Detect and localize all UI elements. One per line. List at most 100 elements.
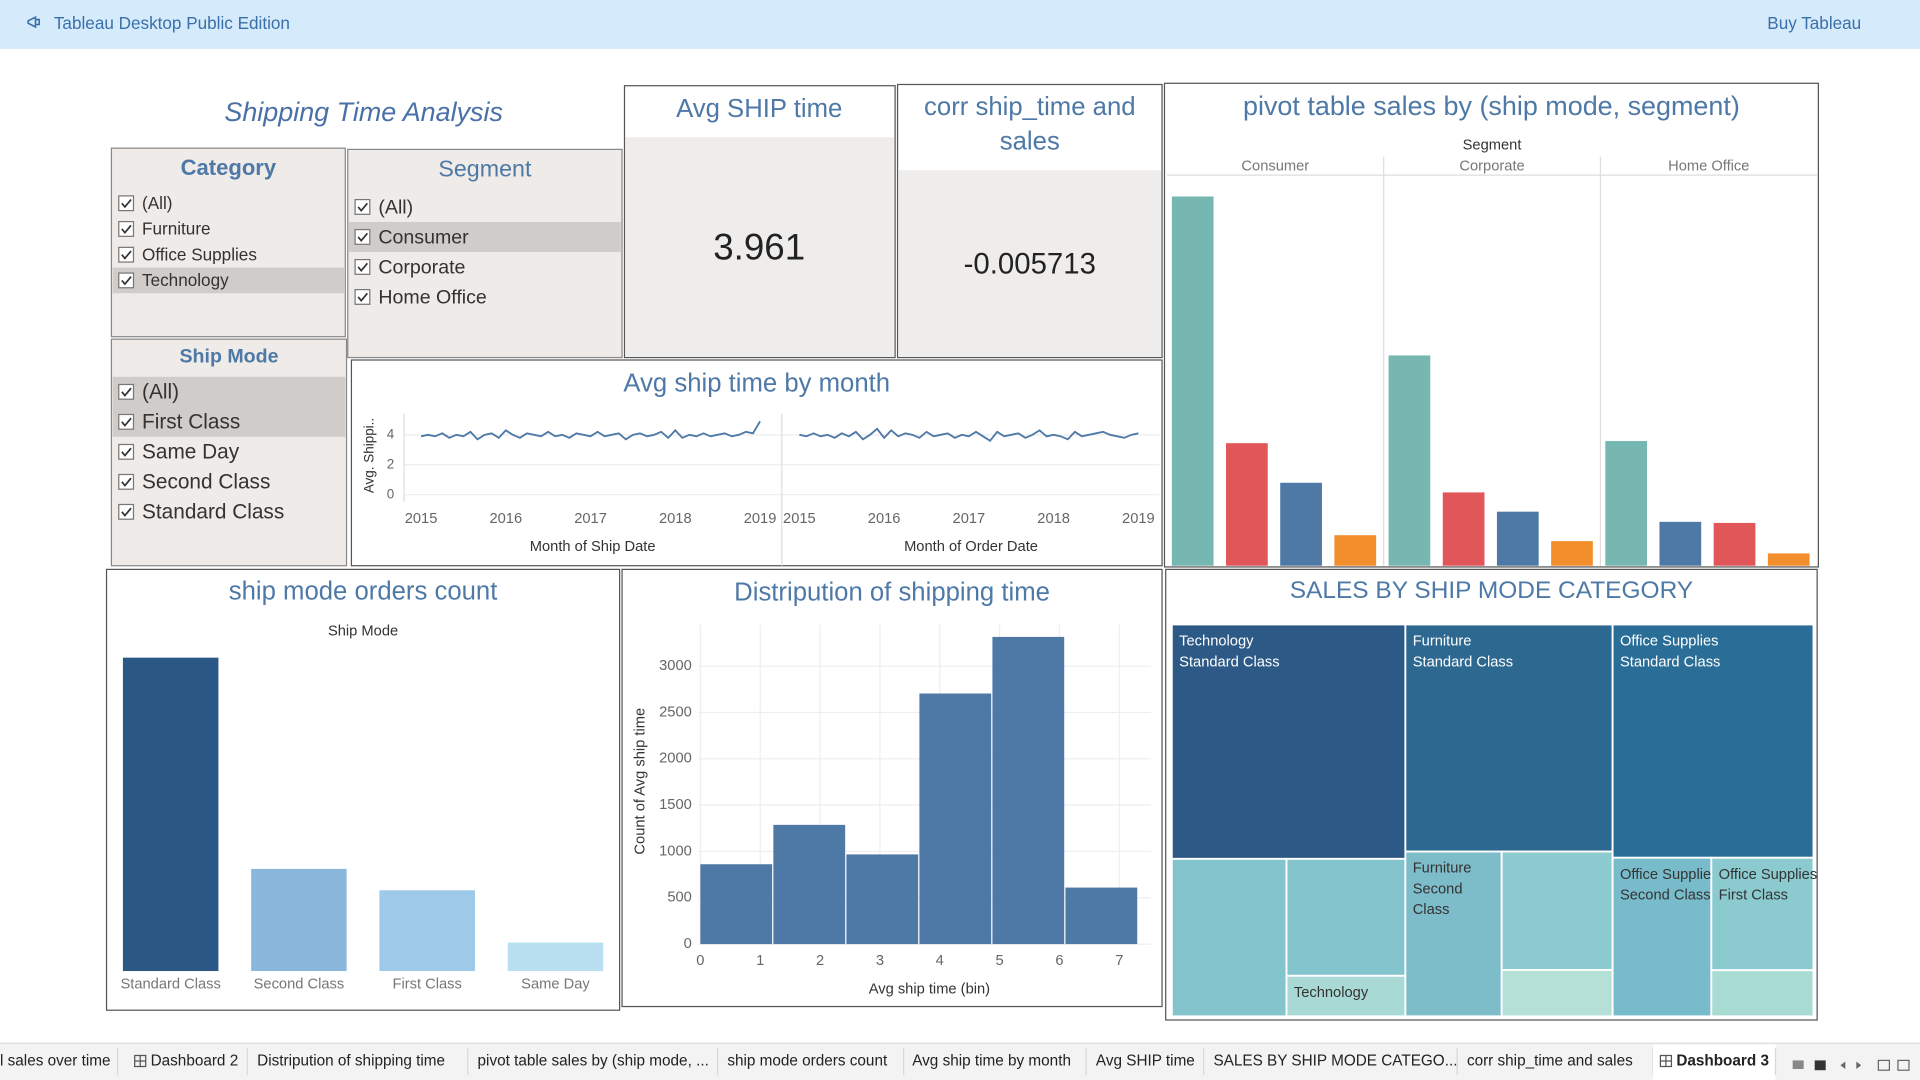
tab[interactable]: Dashboard 2 xyxy=(151,1053,239,1070)
checkmark xyxy=(121,507,132,517)
tab[interactable]: l sales over time xyxy=(0,1053,111,1070)
treemap-label: Class xyxy=(1413,902,1450,918)
filter-item[interactable]: Furniture xyxy=(142,219,211,239)
treemap-label: Second xyxy=(1413,881,1463,897)
filter-item[interactable]: First Class xyxy=(142,411,240,434)
x-tick-label: 1 xyxy=(756,953,764,969)
checkbox[interactable] xyxy=(118,473,135,490)
kpi-title-box: corr ship_time and sales xyxy=(924,93,1136,155)
treemap-label: Standard Class xyxy=(1179,654,1279,670)
tab[interactable]: Dashboard 3 xyxy=(1676,1053,1769,1070)
checkmark xyxy=(357,292,369,302)
tab[interactable]: Avg ship time by month xyxy=(912,1053,1071,1070)
x-tick-label: 0 xyxy=(696,953,704,969)
x-tick-label: Second Class xyxy=(254,976,345,992)
checkmark xyxy=(121,387,132,397)
filter-item[interactable]: Home Office xyxy=(378,286,487,308)
checkbox[interactable] xyxy=(118,195,135,212)
y-tick-label: 2000 xyxy=(659,751,692,767)
fullscreen-icon[interactable] xyxy=(1877,1059,1890,1071)
filter-panel xyxy=(347,148,623,359)
chart-title: Avg ship time by month xyxy=(623,369,890,397)
treemap-cell xyxy=(1500,850,1614,971)
filter-item[interactable]: Same Day xyxy=(142,441,240,464)
bar xyxy=(1496,511,1539,566)
treemap-label: First Class xyxy=(1719,888,1788,904)
tab[interactable]: pivot table sales by (ship mode, ... xyxy=(478,1053,709,1070)
x-axis-label: Month of Order Date xyxy=(904,539,1038,555)
y-axis-label: Avg. Shippi.. xyxy=(361,418,376,493)
checkbox[interactable] xyxy=(354,198,371,215)
checkbox[interactable] xyxy=(118,503,135,520)
x-tick-label: 2016 xyxy=(868,511,901,527)
filter-item[interactable]: Technology xyxy=(142,270,229,290)
checkbox[interactable] xyxy=(118,383,135,400)
treemap-label: Standard Class xyxy=(1620,654,1720,670)
filter-item[interactable]: (All) xyxy=(142,193,172,213)
panel-header: Corporate xyxy=(1459,158,1524,174)
checkbox[interactable] xyxy=(354,288,371,305)
filter-highlight xyxy=(112,376,346,407)
treemap-label: Technology xyxy=(1294,985,1369,1001)
treemap-cell xyxy=(1611,856,1713,1018)
x-tick-label: 5 xyxy=(996,953,1004,969)
checkbox[interactable] xyxy=(118,221,135,237)
y-tick-label: 2 xyxy=(387,456,394,471)
chart-title: SALES BY SHIP MODE CATEGORY xyxy=(1290,577,1693,604)
tab[interactable]: Distripution of shipping time xyxy=(257,1053,445,1070)
view-icon[interactable] xyxy=(1792,1060,1804,1069)
column-header: Ship Mode xyxy=(328,624,398,640)
chart-frame xyxy=(1163,82,1819,568)
filter-item[interactable]: Standard Class xyxy=(142,501,284,524)
bar xyxy=(1605,441,1648,566)
treemap-cell xyxy=(1404,850,1503,1018)
x-tick-label: 2015 xyxy=(405,511,438,527)
treemap-label: Second Class xyxy=(1620,888,1711,904)
line xyxy=(799,427,1139,443)
checkmark xyxy=(357,262,369,272)
filter-item[interactable]: Corporate xyxy=(378,256,465,278)
fullscreen-icon[interactable] xyxy=(1897,1059,1910,1071)
x-axis-label: Month of Ship Date xyxy=(530,539,656,555)
checkmark xyxy=(121,199,132,209)
panel-header: Home Office xyxy=(1668,158,1749,174)
y-tick-label: 500 xyxy=(667,890,692,906)
view-icon[interactable] xyxy=(1814,1060,1826,1071)
checkbox[interactable] xyxy=(354,258,371,275)
treemap-label: Standard Class xyxy=(1413,654,1513,670)
nav-icon[interactable] xyxy=(1840,1061,1862,1069)
x-tick-label: 2 xyxy=(816,953,824,969)
buy-button[interactable]: Buy Tableau xyxy=(1767,13,1861,33)
tab[interactable]: SALES BY SHIP MODE CATEGO... xyxy=(1213,1053,1457,1070)
x-tick-label: 3 xyxy=(876,953,884,969)
kpi-value: -0.005713 xyxy=(964,247,1096,280)
filter-item[interactable]: Second Class xyxy=(142,471,270,494)
checkbox[interactable] xyxy=(118,443,135,460)
treemap-label: Technology xyxy=(1179,634,1254,650)
x-tick-label: Standard Class xyxy=(120,976,220,992)
filter-item[interactable]: Consumer xyxy=(378,226,469,248)
filter-highlight xyxy=(348,221,621,252)
checkbox[interactable] xyxy=(118,413,135,430)
bar xyxy=(122,657,219,972)
bar xyxy=(1280,482,1322,566)
tab[interactable]: corr ship_time and sales xyxy=(1467,1053,1633,1070)
tab-bar xyxy=(0,1043,1920,1080)
chart-frame xyxy=(350,359,1163,567)
histogram-bar xyxy=(773,824,846,945)
x-tick-label: 2015 xyxy=(783,511,816,527)
bar xyxy=(1388,355,1431,566)
bar xyxy=(1551,541,1593,566)
filter-item[interactable]: (All) xyxy=(378,196,413,218)
app-bar xyxy=(0,0,1920,49)
checkbox[interactable] xyxy=(354,228,371,245)
column-header: Segment xyxy=(1463,138,1522,154)
filter-item[interactable]: Office Supplies xyxy=(142,244,257,264)
tab[interactable]: Avg SHIP time xyxy=(1096,1053,1195,1070)
filter-item[interactable]: (All) xyxy=(142,381,179,404)
checkbox[interactable] xyxy=(118,246,135,263)
tab[interactable]: ship mode orders count xyxy=(727,1053,888,1070)
checkbox[interactable] xyxy=(118,272,135,289)
treemap-cell xyxy=(1611,623,1815,859)
